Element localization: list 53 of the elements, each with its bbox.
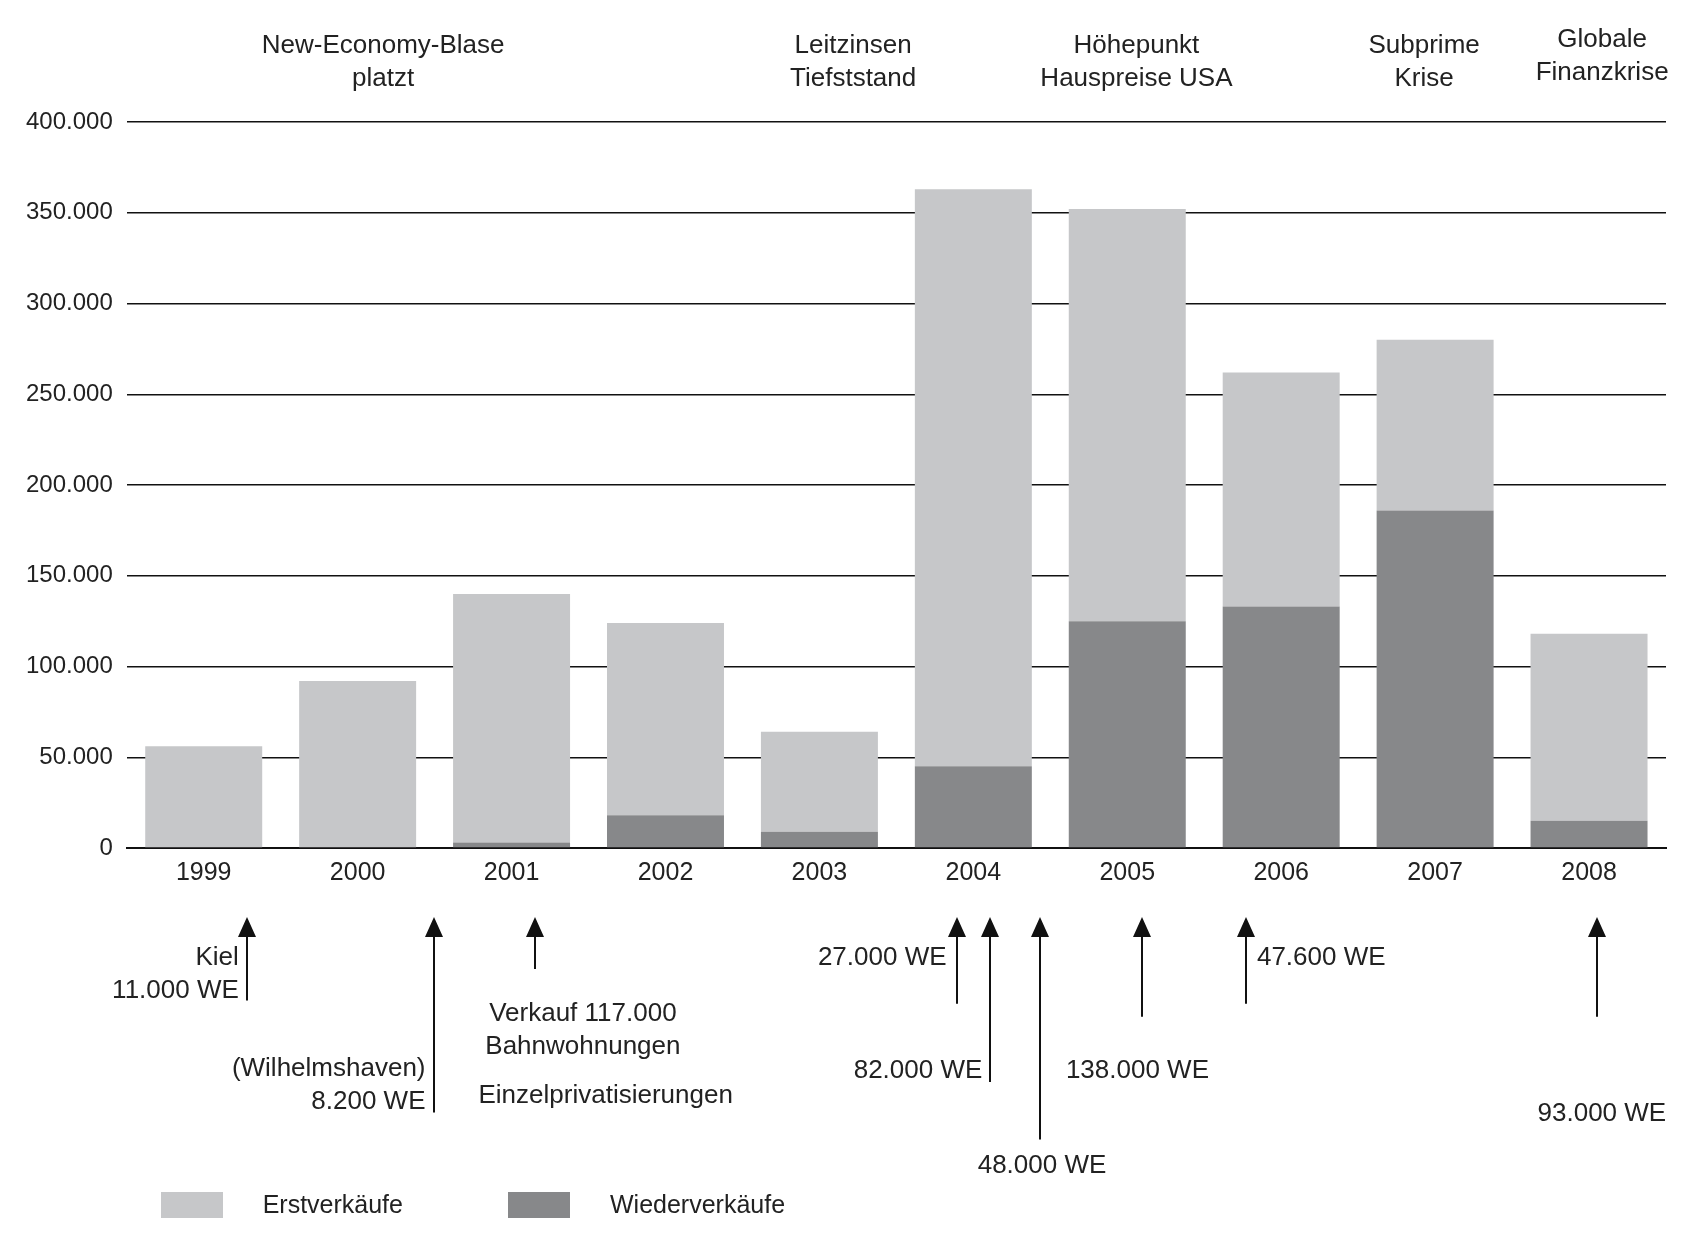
text: Globale Finanzkrise bbox=[1535, 22, 1669, 86]
y-tick-label: 400.000 bbox=[25, 106, 113, 134]
text: Einzelprivatisierungen bbox=[478, 1078, 733, 1109]
text: Verkauf 117.000 Bahnwohnungen bbox=[485, 997, 681, 1061]
text: Höhepunkt Hauspreise USA bbox=[1039, 28, 1234, 95]
x-tick-label: 2000 bbox=[329, 856, 386, 885]
bar bbox=[914, 766, 1032, 848]
text: Subprime Krise bbox=[1368, 29, 1480, 93]
y-tick-label: 150.000 bbox=[25, 560, 113, 588]
x-tick-label: 2004 bbox=[945, 856, 1002, 885]
y-tick-label: 50.000 bbox=[39, 741, 113, 769]
bar bbox=[760, 731, 878, 832]
bar bbox=[1530, 633, 1648, 821]
y-tick-label: 300.000 bbox=[25, 288, 113, 316]
text: New-Economy-Blase platzt bbox=[260, 28, 506, 95]
text: Leitzinsen Tiefststand bbox=[790, 29, 917, 93]
text: (Wilhelmshaven) 8.200 WE bbox=[231, 1050, 426, 1117]
text: 138.000 WE bbox=[1065, 1052, 1209, 1086]
bar bbox=[607, 815, 724, 848]
bar bbox=[1222, 606, 1340, 848]
bar bbox=[1530, 820, 1648, 848]
bar bbox=[453, 593, 571, 843]
bar bbox=[1068, 621, 1186, 848]
text: 82.000 WE bbox=[853, 1052, 983, 1086]
bar bbox=[1222, 372, 1340, 607]
x-tick-label: 2005 bbox=[1099, 856, 1156, 885]
bar bbox=[1376, 510, 1494, 848]
bar bbox=[1068, 209, 1186, 622]
x-tick-label: 2007 bbox=[1407, 856, 1463, 885]
text: 27.000 WE bbox=[817, 940, 947, 973]
y-tick-label: 100.000 bbox=[25, 651, 113, 679]
bar bbox=[914, 189, 1032, 767]
y-tick-label: 200.000 bbox=[25, 469, 113, 497]
y-tick-label: 350.000 bbox=[25, 197, 113, 225]
x-tick-label: 2003 bbox=[791, 856, 848, 885]
x-tick-label: 2002 bbox=[637, 856, 694, 885]
x-tick-label: 2006 bbox=[1253, 856, 1309, 885]
bar bbox=[607, 622, 724, 816]
bar bbox=[1376, 339, 1494, 511]
y-tick-label: 250.000 bbox=[25, 378, 113, 406]
legend-label: Erstverkäufe bbox=[262, 1190, 403, 1219]
bar bbox=[145, 746, 263, 848]
bar bbox=[299, 681, 417, 848]
text: 47.600 WE bbox=[1256, 940, 1386, 973]
x-tick-label: 2008 bbox=[1561, 856, 1617, 885]
text: 48.000 WE bbox=[976, 1148, 1108, 1182]
bar bbox=[760, 831, 878, 848]
legend-label: Wiederverkäufe bbox=[609, 1190, 786, 1219]
text: 93.000 WE bbox=[1537, 1096, 1667, 1130]
x-tick-label: 2001 bbox=[483, 856, 540, 885]
text: Kiel 11.000 WE bbox=[112, 940, 239, 1006]
y-tick-label: 0 bbox=[99, 832, 113, 860]
x-tick-label: 1999 bbox=[175, 856, 232, 885]
